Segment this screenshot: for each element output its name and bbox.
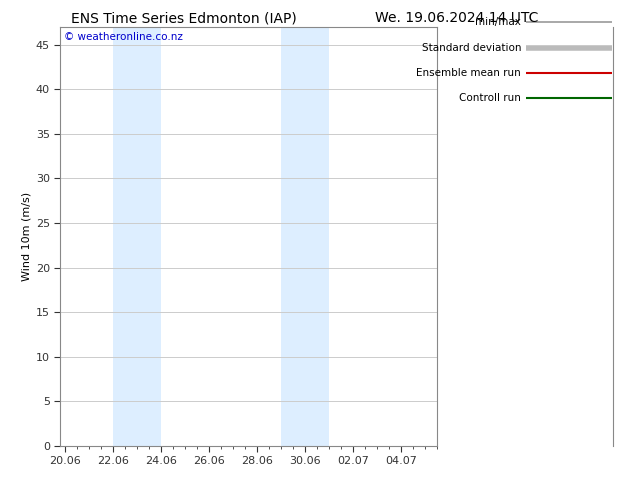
Y-axis label: Wind 10m (m/s): Wind 10m (m/s) — [22, 192, 32, 281]
Bar — [281, 27, 329, 446]
Text: Standard deviation: Standard deviation — [422, 43, 521, 52]
Text: ENS Time Series Edmonton (IAP): ENS Time Series Edmonton (IAP) — [71, 11, 297, 25]
Text: Controll run: Controll run — [459, 94, 521, 103]
Text: © weatheronline.co.nz: © weatheronline.co.nz — [64, 32, 183, 43]
Text: We. 19.06.2024 14 UTC: We. 19.06.2024 14 UTC — [375, 11, 538, 25]
Bar — [113, 27, 161, 446]
Text: Ensemble mean run: Ensemble mean run — [417, 68, 521, 78]
Text: min/max: min/max — [476, 17, 521, 27]
